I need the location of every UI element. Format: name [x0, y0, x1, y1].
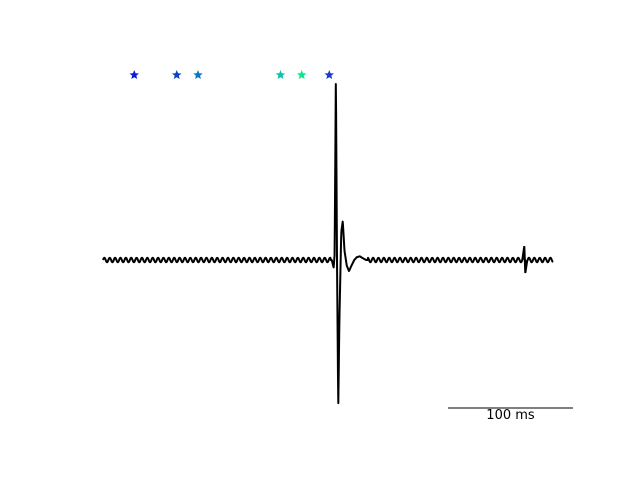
artifact-spike	[521, 245, 529, 274]
star-marker-2	[171, 70, 182, 80]
star-marker-1	[129, 70, 140, 80]
star-marker-3	[193, 70, 203, 80]
signal-trace	[102, 82, 554, 405]
star-marker-5	[296, 70, 307, 80]
scale-bar-label: 100 ms	[486, 408, 535, 423]
star-marker-4	[275, 70, 286, 80]
marker-group	[129, 70, 335, 80]
star-marker-6	[324, 70, 335, 80]
